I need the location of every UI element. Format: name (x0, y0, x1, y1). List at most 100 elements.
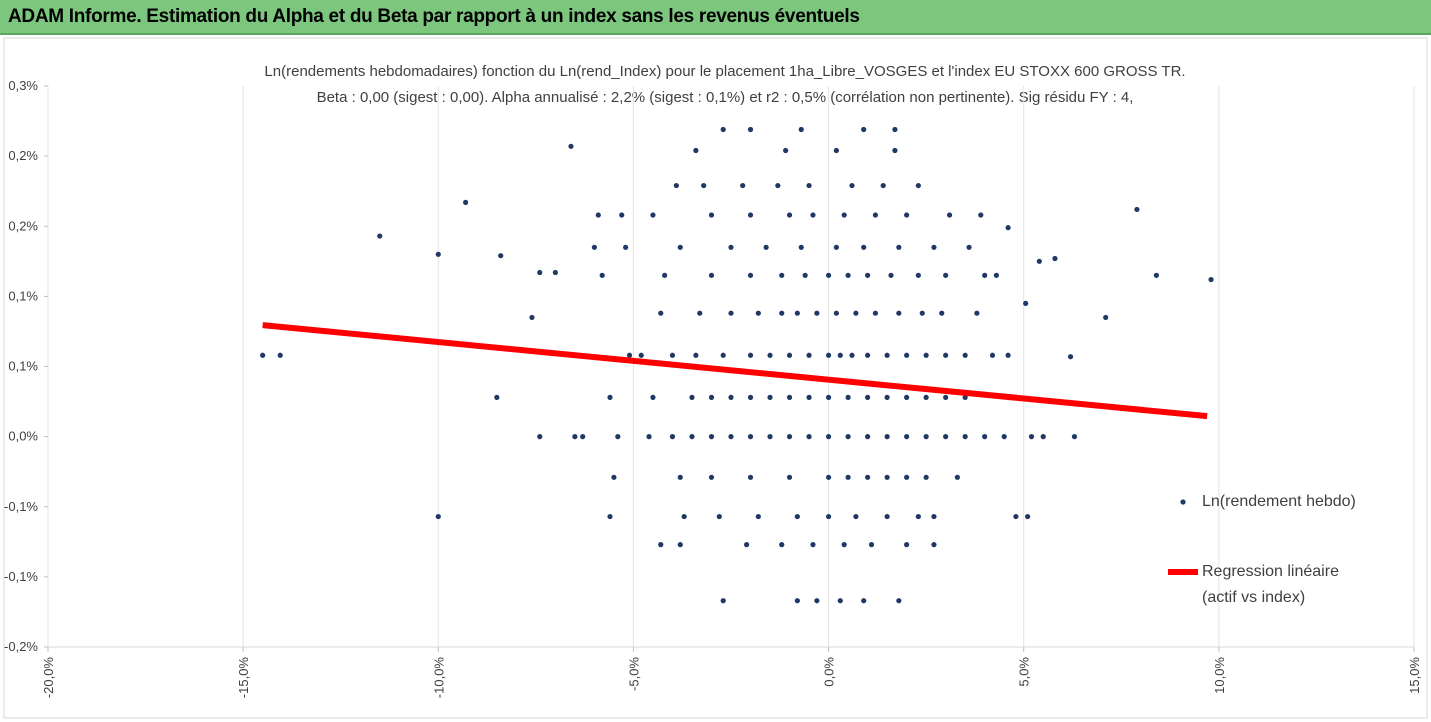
data-point (619, 212, 625, 218)
data-point (740, 182, 746, 189)
data-point (615, 434, 621, 440)
data-point (701, 182, 707, 189)
data-point (747, 272, 754, 278)
data-point (720, 352, 726, 358)
data-point (982, 272, 988, 278)
data-point (693, 147, 699, 154)
data-point (786, 474, 793, 480)
data-point (861, 126, 867, 133)
y-tick-label: -0,2% (4, 639, 38, 654)
data-point (943, 352, 949, 358)
y-tick-label: 0,1% (8, 288, 38, 303)
data-point (779, 310, 785, 316)
y-tick-label: -0,1% (4, 569, 38, 584)
chart-title: Ln(rendements hebdomadaires) fonction du… (264, 63, 1185, 80)
data-point (463, 199, 469, 206)
data-point (697, 310, 703, 316)
data-point (747, 126, 754, 133)
regression-line (262, 322, 1208, 420)
legend-marker (1180, 499, 1186, 505)
data-point (1134, 206, 1140, 213)
data-point (892, 126, 898, 133)
data-point (865, 434, 871, 440)
data-point (650, 212, 656, 218)
data-point (708, 474, 715, 480)
data-point (896, 310, 902, 316)
data-point (919, 310, 925, 316)
data-point (837, 352, 843, 358)
data-point (747, 212, 754, 218)
legend-label: Ln(rendement hebdo) (1202, 493, 1356, 510)
data-point (833, 244, 839, 250)
data-point (767, 394, 773, 400)
data-point (794, 513, 800, 520)
data-point (728, 310, 734, 316)
data-point (775, 182, 781, 189)
data-point (841, 542, 847, 548)
data-point (806, 182, 812, 189)
data-point (884, 352, 890, 358)
data-point (716, 513, 722, 520)
data-point (568, 143, 574, 149)
data-point (646, 434, 652, 440)
data-point (673, 182, 679, 189)
data-point (923, 394, 929, 400)
data-point (1208, 276, 1214, 283)
data-point (849, 352, 855, 358)
data-point (720, 126, 726, 133)
x-tick-label: 10,0% (1212, 657, 1227, 694)
data-point (962, 352, 968, 358)
data-point (853, 310, 859, 316)
data-point (861, 244, 867, 250)
data-point (1005, 225, 1011, 231)
data-point (865, 272, 871, 278)
data-point (931, 542, 937, 548)
data-point (1005, 352, 1011, 358)
data-point (794, 310, 800, 316)
x-tick-label: 0,0% (822, 657, 837, 687)
data-point (923, 352, 929, 358)
data-point (377, 233, 383, 239)
data-point (498, 253, 504, 259)
data-point (904, 542, 910, 548)
data-point (779, 542, 785, 548)
data-point (853, 513, 859, 520)
data-point (943, 272, 949, 278)
data-point (786, 352, 793, 358)
y-tick-label: 0,2% (8, 218, 38, 233)
data-point (954, 474, 960, 480)
data-point (786, 394, 793, 400)
data-point (728, 394, 734, 400)
data-point (880, 182, 886, 189)
y-tick-label: 0,2% (8, 148, 38, 163)
data-point (779, 272, 785, 278)
data-point (767, 352, 773, 358)
data-point (591, 244, 598, 250)
data-point (1040, 434, 1046, 440)
data-point (277, 352, 283, 358)
data-point (747, 474, 754, 480)
data-point (650, 394, 656, 400)
data-point (904, 394, 910, 400)
data-point (1025, 513, 1031, 520)
data-point (786, 212, 793, 218)
data-point (993, 272, 999, 278)
data-point (537, 269, 543, 276)
data-point (798, 126, 804, 133)
data-point (923, 474, 929, 480)
data-point (607, 394, 613, 400)
data-point (915, 513, 921, 520)
data-point (681, 513, 687, 520)
data-point (837, 598, 843, 604)
x-tick-label: -5,0% (626, 657, 641, 691)
x-tick-label: -20,0% (41, 657, 56, 699)
data-point (915, 272, 921, 278)
data-point (825, 434, 832, 440)
y-tick-label: 0,0% (8, 429, 38, 444)
data-point (888, 272, 894, 278)
data-point (669, 352, 676, 358)
data-point (810, 542, 816, 548)
data-point (884, 394, 890, 400)
data-point (783, 147, 789, 154)
data-point (806, 394, 812, 400)
